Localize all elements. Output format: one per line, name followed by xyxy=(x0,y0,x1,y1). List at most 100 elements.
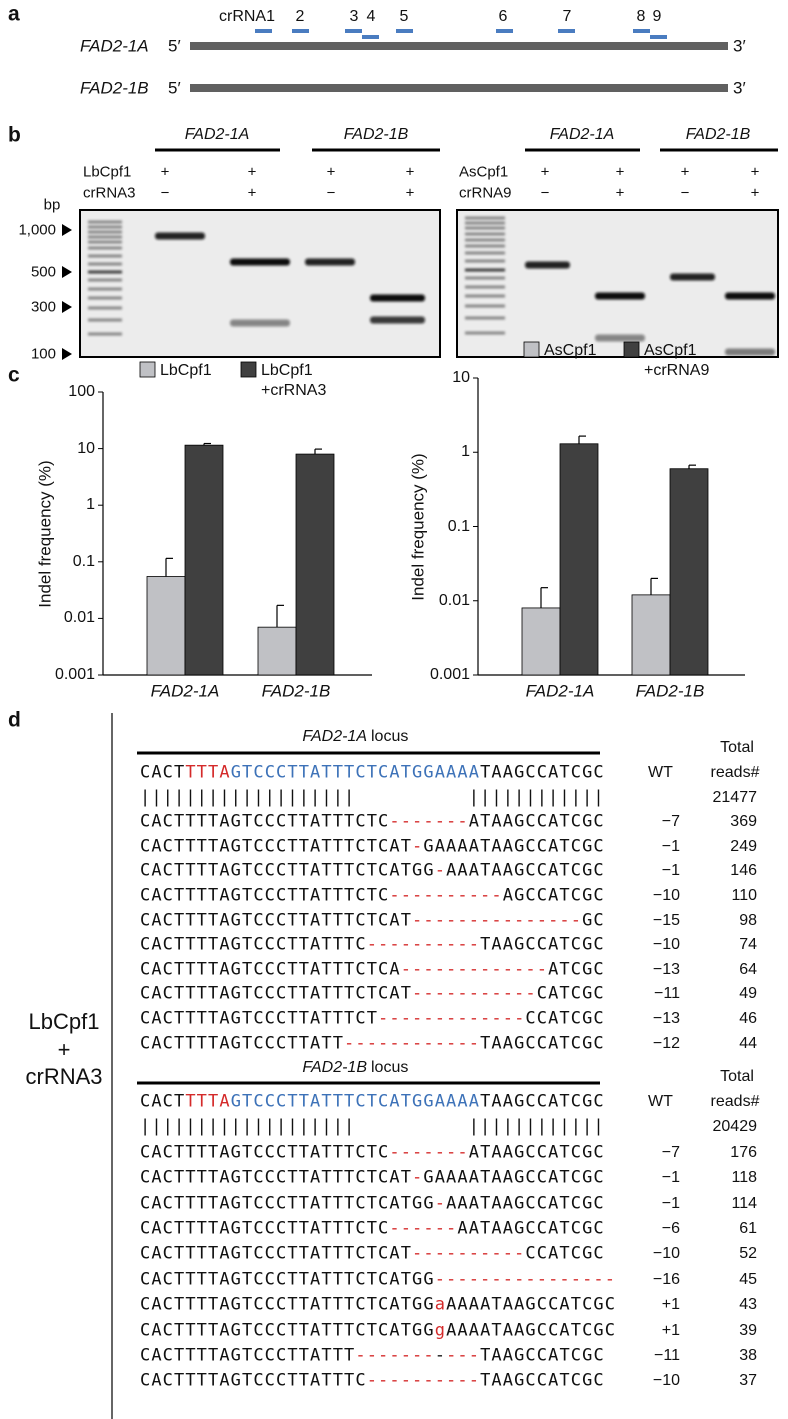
marker-arrow xyxy=(62,224,72,236)
gene-bar xyxy=(190,84,728,92)
ladder-band xyxy=(465,216,505,220)
sign: − xyxy=(540,184,550,202)
sign: − xyxy=(160,184,170,202)
sequence-segment: ATAAGCCATCGC xyxy=(468,811,605,832)
sequence-segment: CACTTTTAGTCCCTTATTTCT xyxy=(140,1008,379,1029)
sequence-segment: CACTTTTAGTCCCTTATTTCTC xyxy=(140,1142,390,1163)
sequence-segment: --------------- xyxy=(412,910,583,931)
mutant-sequence: CACTTTTAGTCCCTTATTTCTCATGGgAAAATAAGCCATC… xyxy=(140,1322,616,1339)
sequence-segment: GTCCCTTATTTCTCATGGAAAA xyxy=(230,1091,481,1112)
indel-size: −10 xyxy=(652,936,680,954)
ladder-band xyxy=(88,225,122,229)
ladder-band xyxy=(88,254,122,258)
error-bar xyxy=(650,577,658,595)
ladder-band xyxy=(465,232,505,236)
ladder-band xyxy=(465,285,505,289)
bar xyxy=(257,626,297,676)
end-label: 5′ xyxy=(168,36,181,56)
mutant-sequence: CACTTTTAGTCCCTTATTTC----------TAAGCCATCG… xyxy=(140,1372,605,1390)
gene-label: FAD2-1B xyxy=(80,78,149,98)
sequence-segment: - xyxy=(412,836,424,857)
read-count: 98 xyxy=(739,911,757,929)
ladder-band xyxy=(88,230,122,234)
indel-size: −13 xyxy=(652,1010,680,1027)
sequence-segment: ----------- xyxy=(412,983,537,1004)
sequence-segment: ATAAGCCATCGC xyxy=(468,1142,605,1163)
gel xyxy=(79,209,441,358)
ladder-band xyxy=(465,331,505,335)
sequence-segment: CATCGC xyxy=(536,983,605,1004)
wt-label: WT xyxy=(648,764,673,781)
locus-gene: FAD2-1A xyxy=(302,728,367,745)
sign: + xyxy=(540,163,550,181)
read-count: 52 xyxy=(739,1245,757,1263)
ladder-band xyxy=(88,318,122,322)
gel-gene: FAD2-1B xyxy=(343,126,409,143)
gel-band xyxy=(595,334,645,342)
crrna-label: 4 xyxy=(366,8,376,25)
sequence-segment: CACTTTTAGTCCCTTATTTCTCAT xyxy=(140,836,413,857)
ladder-band xyxy=(88,246,122,250)
read-count: 74 xyxy=(739,936,757,954)
row-label: AsCpf1 xyxy=(459,163,509,181)
sequence-segment: - xyxy=(434,1193,447,1214)
read-count: 249 xyxy=(730,837,757,855)
column-header: Total xyxy=(720,739,754,756)
indel-size: +1 xyxy=(661,1321,680,1339)
sign: + xyxy=(326,163,336,181)
sequence-segment: CACTTTTAGTCCCTTATTTCTCA xyxy=(140,959,401,980)
sequence-segment: TTTA xyxy=(185,762,231,783)
indel-size: −6 xyxy=(661,1220,680,1237)
read-count: 37 xyxy=(739,1372,757,1390)
ladder-band xyxy=(88,287,122,291)
indel-size: −10 xyxy=(652,887,680,904)
y-tick-label: 100 xyxy=(68,383,95,400)
ladder-band xyxy=(465,276,505,280)
mutant-sequence: CACTTTTAGTCCCTTATTTCTCAT-GAAAATAAGCCATCG… xyxy=(140,1167,605,1188)
wild-type-sequence: CACTTTTAGTCCCTTATTTCTCATGGAAAATAAGCCATCG… xyxy=(140,762,605,783)
ladder-band xyxy=(465,244,505,248)
indel-size: −7 xyxy=(661,1143,680,1161)
sequence-segment: CACTTTTAGTCCCTTATTTCTC xyxy=(140,1218,390,1239)
sequence-segment: CACTTTTAGTCCCTTATTTCTCAT xyxy=(140,1167,413,1188)
sequence-segment: CACTTTTAGTCCCTTATT xyxy=(140,1033,345,1054)
ladder-band xyxy=(88,262,122,266)
read-count: 38 xyxy=(739,1347,757,1364)
sequence-segment: TTTA xyxy=(185,1091,231,1112)
gel-band xyxy=(370,294,425,302)
sign: + xyxy=(750,163,760,181)
sequence-segment: CACTTTTAGTCCCTTATTTCTCAT xyxy=(140,983,413,1004)
sequence-segment: TAAGCCATCGC xyxy=(480,1091,605,1112)
legend-swatch xyxy=(240,361,257,378)
sequence-segment: AAATAAGCCATCGC xyxy=(446,860,605,881)
legend-swatch xyxy=(523,341,540,358)
ladder-band xyxy=(465,294,505,298)
sequence-segment: ------- xyxy=(355,1345,435,1366)
sign: + xyxy=(405,163,415,181)
sequence-segment: CACTTTTAGTCCCTTATTTCTCAT xyxy=(140,910,413,931)
sequence-segment: CACTTTTAGTCCCTTATTTC xyxy=(140,934,367,955)
bar xyxy=(146,576,186,676)
sequence-segment: ------- xyxy=(389,811,469,832)
indel-size: −11 xyxy=(654,1347,680,1364)
ladder-band xyxy=(465,226,505,230)
sequence-segment: ------------- xyxy=(378,1008,526,1029)
ladder-band xyxy=(88,240,122,244)
panel-label: c xyxy=(8,363,20,387)
sequence-segment: TAAGCCATCGC xyxy=(480,934,605,955)
read-count: 118 xyxy=(731,1169,757,1187)
sign: + xyxy=(160,163,170,181)
read-count: 64 xyxy=(739,960,757,978)
indel-size: −12 xyxy=(652,1034,680,1052)
indel-size: −10 xyxy=(652,1245,680,1263)
size-marker: 100 xyxy=(30,345,56,363)
marker-arrow xyxy=(62,266,72,278)
read-count: 49 xyxy=(739,985,757,1003)
y-axis-title: Indel frequency (%) xyxy=(408,452,428,601)
legend-swatch xyxy=(623,341,640,358)
gel xyxy=(456,209,779,358)
column-header: reads# xyxy=(710,764,760,781)
crrna-label: 8 xyxy=(636,8,646,25)
